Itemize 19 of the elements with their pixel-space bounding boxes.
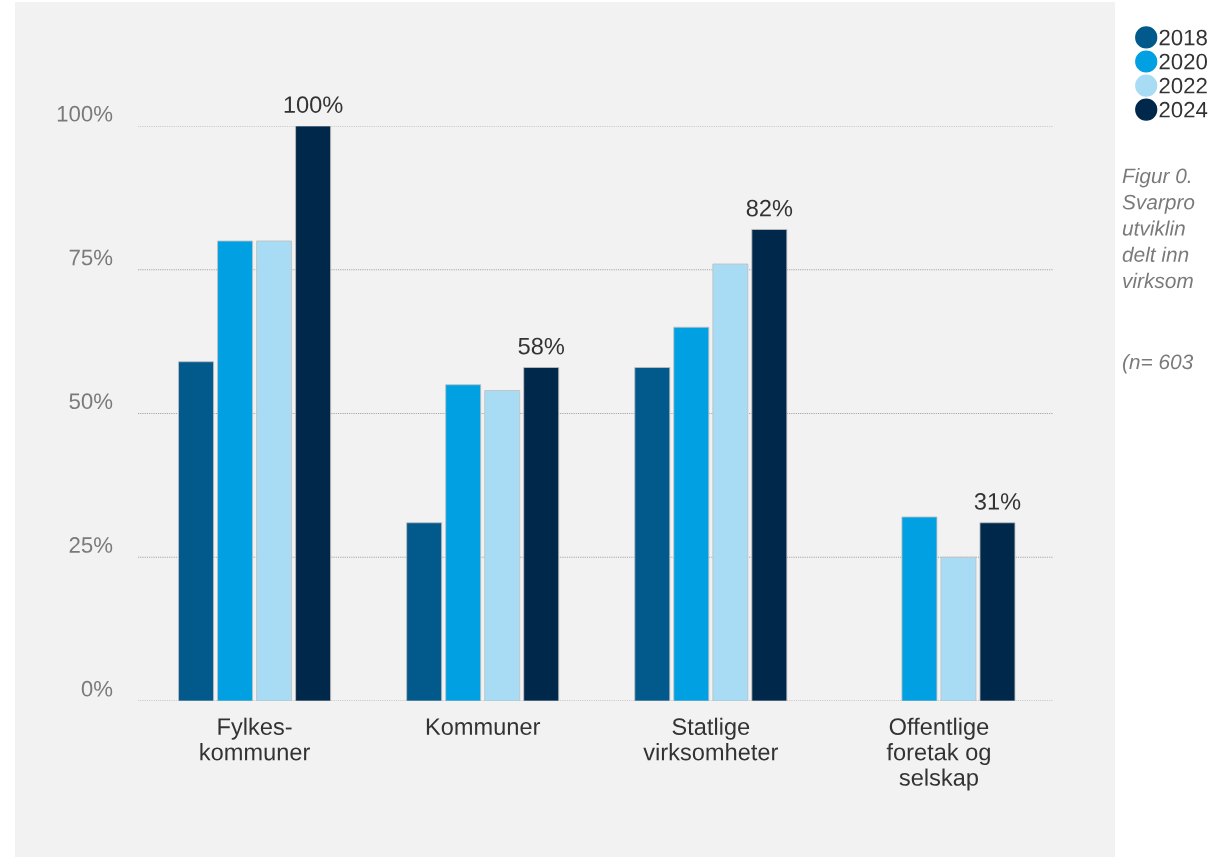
legend-label: 2024 [1159,101,1208,118]
data-label: 82% [746,199,793,217]
y-tick-label: 25% [69,537,113,553]
data-label: 100% [284,96,343,113]
y-tick-label: 100% [57,105,113,122]
text: (n= 603 [1122,354,1194,374]
y-tick-label: 50% [69,393,113,410]
data-label: 58% [518,337,565,355]
legend-label: 2020 [1159,53,1208,70]
legend-label: 2022 [1159,77,1207,94]
x-tick-label: Statlige virksomheter [643,717,778,761]
x-tick-label: Kommuner [426,718,541,736]
x-tick-label: Fylkes- kommuner [200,717,310,761]
data-label: 31% [974,493,1021,510]
legend-label: 2018 [1159,29,1207,46]
y-tick-label: 75% [69,249,113,266]
text: Figur 0. Svarpro utviklin delt inn virksom [1122,168,1195,289]
x-tick-label: Offentlige foretak og selskap [886,717,990,791]
y-tick-label: 0% [81,680,113,697]
